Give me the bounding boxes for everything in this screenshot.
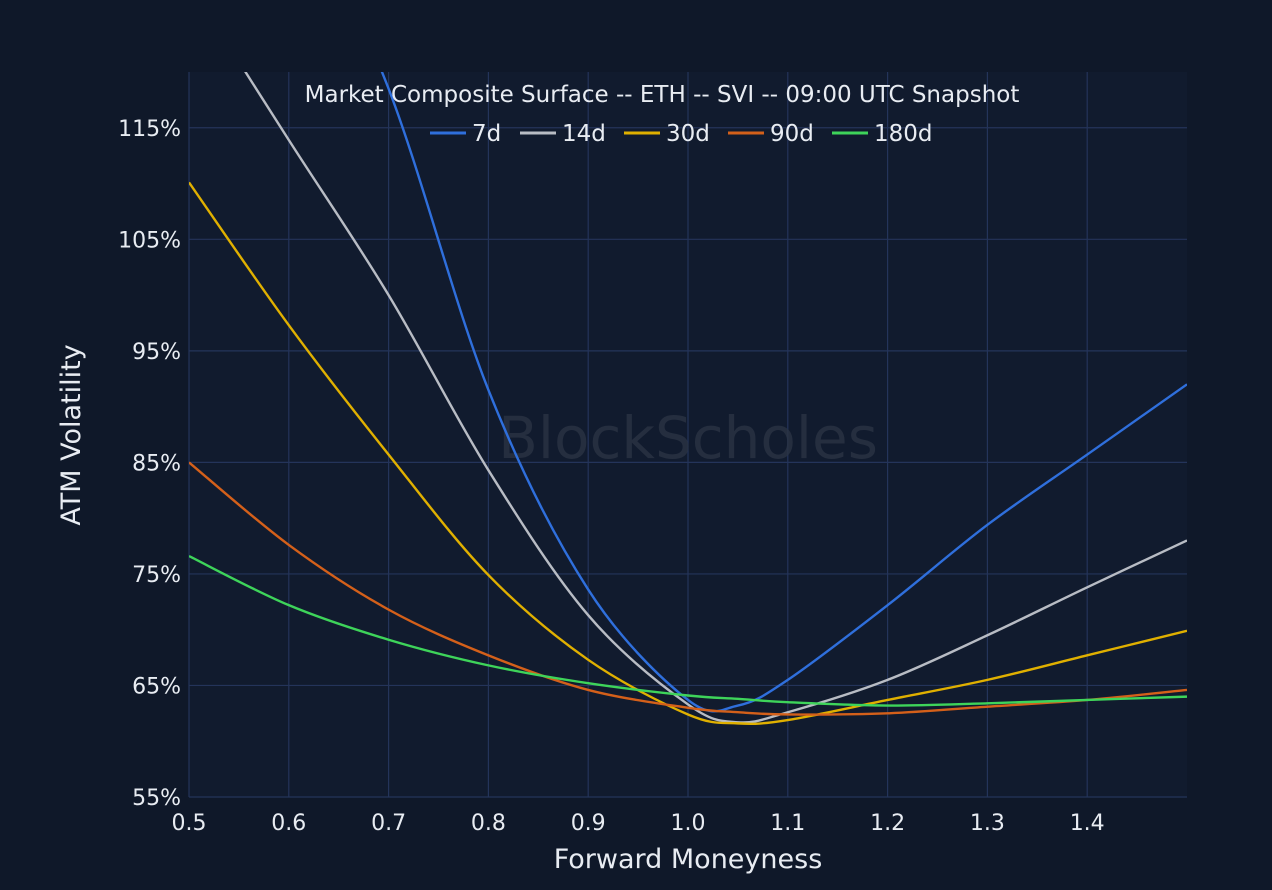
x-tick-label: 1.0 xyxy=(671,811,706,836)
x-tick-label: 1.4 xyxy=(1070,811,1105,836)
series-line-14d xyxy=(244,72,1187,724)
legend: 7d 14d 30d 90d 180d xyxy=(430,121,933,147)
y-tick-label: 55% xyxy=(132,786,181,811)
x-tick-label: 1.3 xyxy=(970,811,1005,836)
x-tick-label: 0.7 xyxy=(371,811,406,836)
y-axis-label: ATM Volatility xyxy=(56,344,87,525)
series-line-90d xyxy=(189,461,1187,716)
y-tick-labels: 55% 65% 75% 85% 95% 105% 115% xyxy=(118,117,181,811)
x-tick-label: 0.9 xyxy=(571,811,606,836)
legend-label: 14d xyxy=(562,121,606,147)
x-axis-label: Forward Moneyness xyxy=(554,844,823,875)
grid xyxy=(188,72,1187,798)
y-tick-label: 85% xyxy=(132,451,181,476)
y-tick-label: 65% xyxy=(132,674,181,699)
legend-label: 7d xyxy=(472,121,501,147)
x-tick-labels: 0.5 0.6 0.7 0.8 0.9 1.0 1.1 1.2 1.3 1.4 xyxy=(172,811,1105,836)
series-line-180d xyxy=(189,555,1187,707)
x-tick-label: 1.2 xyxy=(870,811,905,836)
y-tick-label: 95% xyxy=(132,340,181,365)
y-tick-label: 115% xyxy=(118,117,181,142)
x-tick-label: 0.8 xyxy=(471,811,506,836)
legend-label: 180d xyxy=(874,121,933,147)
series-line-30d xyxy=(189,181,1187,726)
chart-title: Market Composite Surface -- ETH -- SVI -… xyxy=(305,82,1020,108)
legend-label: 90d xyxy=(770,121,814,147)
watermark: BlockScholes xyxy=(498,404,878,472)
legend-label: 30d xyxy=(666,121,710,147)
x-tick-label: 1.1 xyxy=(770,811,805,836)
x-tick-label: 0.6 xyxy=(271,811,306,836)
series-lines xyxy=(189,72,1187,726)
y-tick-label: 75% xyxy=(132,563,181,588)
y-tick-label: 105% xyxy=(118,228,181,253)
series-line-7d xyxy=(380,72,1187,713)
x-tick-label: 0.5 xyxy=(172,811,207,836)
